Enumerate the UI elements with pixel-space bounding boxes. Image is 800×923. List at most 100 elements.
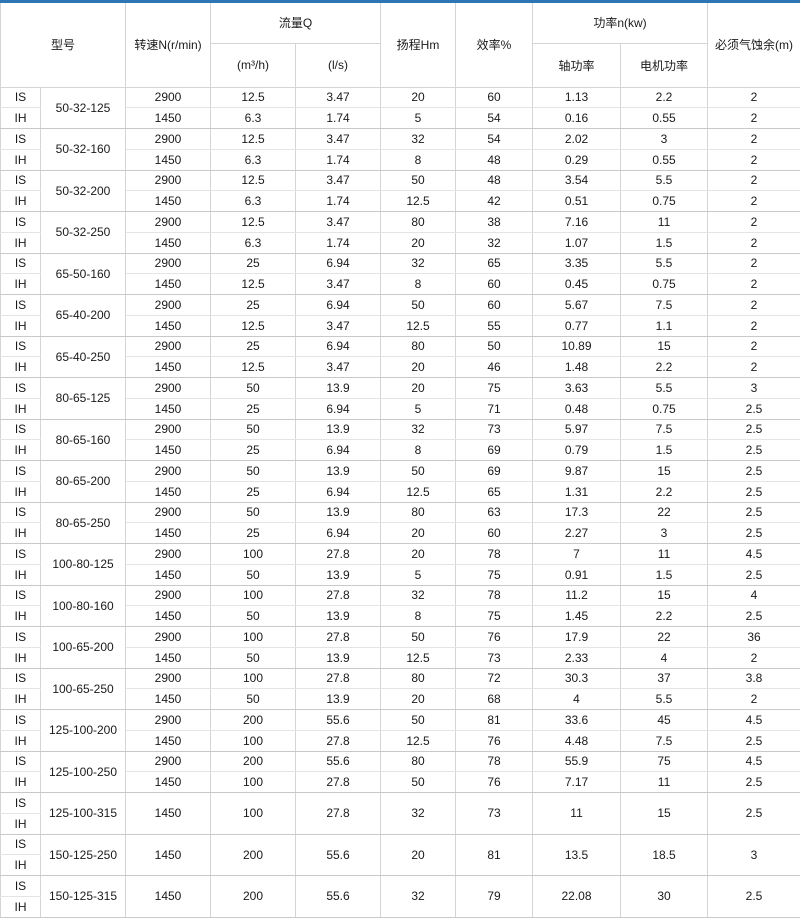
flow-m3h-cell: 50	[210, 605, 297, 627]
speed-cell: 2900	[125, 128, 212, 150]
header-flow-ls: (l/s)	[295, 42, 382, 88]
shaft-power-cell: 0.45	[532, 273, 622, 295]
series-cell: IS	[0, 460, 41, 482]
series-cell: IS	[0, 211, 41, 233]
motor-power-cell: 7.5	[620, 294, 709, 316]
efficiency-cell: 73	[455, 646, 534, 669]
series-cell: IS	[0, 86, 41, 109]
series-cell: IH	[0, 688, 41, 710]
header-efficiency: 效率%	[455, 3, 534, 88]
flow-ls-cell: 13.9	[295, 501, 382, 524]
speed-cell: 2900	[125, 211, 212, 233]
npsh-cell: 36	[707, 626, 800, 648]
model-cell: 100-65-200	[39, 626, 127, 669]
model-cell: 125-100-250	[39, 750, 127, 793]
table-row: IH 1450 25 6.94 20 60 2.27 3 2.5	[0, 522, 800, 544]
flow-m3h-cell: 25	[210, 397, 297, 420]
motor-power-cell: 1.5	[620, 439, 709, 461]
speed-cell: 2900	[125, 86, 212, 109]
npsh-cell: 4.5	[707, 543, 800, 565]
speed-cell: 2900	[125, 377, 212, 399]
efficiency-cell: 78	[455, 750, 534, 773]
flow-m3h-cell: 12.5	[210, 169, 297, 192]
shaft-power-cell: 0.91	[532, 563, 622, 586]
speed-cell: 2900	[125, 543, 212, 565]
head-cell: 8	[380, 148, 457, 171]
npsh-cell: 2.5	[707, 771, 800, 793]
efficiency-cell: 32	[455, 231, 534, 254]
shaft-power-cell: 2.02	[532, 128, 622, 150]
flow-m3h-cell: 25	[210, 335, 297, 358]
flow-ls-cell: 3.47	[295, 273, 382, 295]
shaft-power-cell: 1.45	[532, 605, 622, 627]
flow-ls-cell: 6.94	[295, 335, 382, 358]
head-cell: 32	[380, 875, 457, 918]
table-row: IS 125-100-315 1450 100 27.8 32 73 11 15 2.5	[0, 792, 800, 835]
npsh-cell: 2	[707, 190, 800, 212]
efficiency-cell: 65	[455, 480, 534, 503]
series-cell: IH	[0, 439, 41, 461]
head-cell: 20	[380, 377, 457, 399]
motor-power-cell: 5.5	[620, 169, 709, 192]
series-cell: IH	[0, 729, 41, 752]
motor-power-cell: 0.55	[620, 107, 709, 129]
series-cell: IS	[0, 418, 41, 441]
series-cell: IS	[0, 833, 41, 856]
header-speed: 转速N(r/min)	[125, 3, 212, 88]
header-flow-m3h: (m³/h)	[210, 42, 297, 88]
table-row: IS 100-65-200 2900 100 27.8 50 76 17.9 22 36	[0, 626, 800, 669]
shaft-power-cell: 13.5	[532, 833, 622, 876]
flow-m3h-cell: 12.5	[210, 273, 297, 295]
model-cell: 100-80-125	[39, 543, 127, 586]
head-cell: 80	[380, 335, 457, 358]
motor-power-cell: 45	[620, 709, 709, 731]
flow-m3h-cell: 200	[210, 833, 297, 876]
flow-m3h-cell: 100	[210, 667, 297, 690]
flow-ls-cell: 1.74	[295, 190, 382, 212]
head-cell: 50	[380, 626, 457, 648]
motor-power-cell: 15	[620, 792, 709, 835]
flow-m3h-cell: 200	[210, 750, 297, 773]
efficiency-cell: 75	[455, 605, 534, 627]
head-cell: 20	[380, 86, 457, 109]
flow-ls-cell: 3.47	[295, 128, 382, 150]
motor-power-cell: 30	[620, 875, 709, 918]
efficiency-cell: 69	[455, 460, 534, 482]
flow-ls-cell: 13.9	[295, 688, 382, 710]
flow-m3h-cell: 25	[210, 522, 297, 544]
motor-power-cell: 3	[620, 522, 709, 544]
motor-power-cell: 0.75	[620, 273, 709, 295]
flow-ls-cell: 55.6	[295, 875, 382, 918]
motor-power-cell: 1.1	[620, 314, 709, 337]
shaft-power-cell: 0.48	[532, 397, 622, 420]
npsh-cell: 4.5	[707, 709, 800, 731]
flow-m3h-cell: 25	[210, 480, 297, 503]
flow-ls-cell: 27.8	[295, 667, 382, 690]
table-row: IH	[0, 812, 800, 835]
header-shaft-power: 轴功率	[532, 42, 622, 88]
series-cell: IH	[0, 107, 41, 129]
efficiency-cell: 63	[455, 501, 534, 524]
efficiency-cell: 50	[455, 335, 534, 358]
series-cell: IH	[0, 895, 41, 918]
head-cell: 20	[380, 231, 457, 254]
model-cell: 65-40-200	[39, 294, 127, 337]
shaft-power-cell: 10.89	[532, 335, 622, 358]
flow-ls-cell: 27.8	[295, 771, 382, 793]
shaft-power-cell: 7.16	[532, 211, 622, 233]
head-cell: 32	[380, 128, 457, 150]
efficiency-cell: 42	[455, 190, 534, 212]
flow-ls-cell: 13.9	[295, 377, 382, 399]
head-cell: 80	[380, 750, 457, 773]
model-cell: 80-65-250	[39, 501, 127, 544]
shaft-power-cell: 5.67	[532, 294, 622, 316]
flow-m3h-cell: 100	[210, 729, 297, 752]
flow-ls-cell: 55.6	[295, 750, 382, 773]
efficiency-cell: 75	[455, 563, 534, 586]
table-row: IH 1450 6.3 1.74 8 48 0.29 0.55 2	[0, 148, 800, 171]
npsh-cell: 2.5	[707, 875, 800, 918]
head-cell: 50	[380, 709, 457, 731]
speed-cell: 1450	[125, 148, 212, 171]
motor-power-cell: 2.2	[620, 605, 709, 627]
